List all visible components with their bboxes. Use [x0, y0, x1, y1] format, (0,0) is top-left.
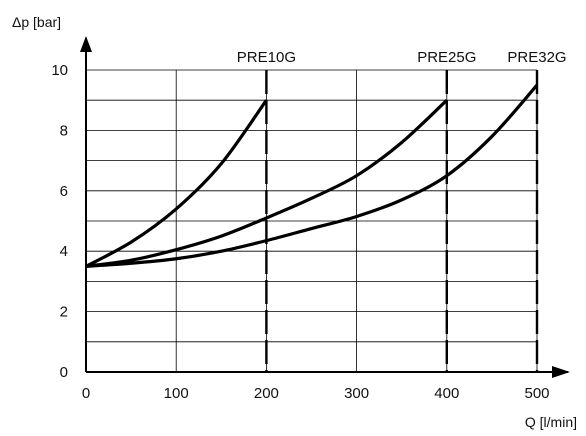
y-tick-label: 8	[60, 122, 68, 139]
y-axis-arrow	[80, 36, 92, 52]
y-tick-label: 0	[60, 364, 68, 381]
x-tick-label: 100	[164, 385, 189, 402]
x-tick-label: 300	[344, 385, 369, 402]
y-axis-title: Δp [bar]	[12, 14, 61, 30]
series-curves	[85, 84, 539, 268]
flow-limit-lines	[265, 70, 539, 372]
series-label: PRE10G	[237, 49, 296, 66]
series-label: PRE25G	[417, 49, 476, 66]
series-label: PRE32G	[507, 49, 566, 66]
x-axis-arrow	[552, 366, 570, 378]
x-tick-label: 0	[82, 385, 90, 402]
x-tick-label: 400	[434, 385, 459, 402]
x-axis-title: Q [l/min]	[525, 414, 577, 430]
y-tick-label: 6	[60, 183, 68, 200]
x-tick-label: 200	[254, 385, 279, 402]
series-curve	[85, 99, 448, 268]
y-tick-label: 4	[60, 243, 68, 260]
grid	[86, 69, 538, 372]
axes	[80, 36, 570, 378]
x-tick-label: 500	[524, 385, 549, 402]
tick-labels: PRE10G PRE25G PRE32G 0 100 200 300 400 500 0 2 4 6 8 1…	[51, 49, 566, 402]
y-tick-label: 10	[51, 62, 68, 79]
series-curve	[85, 99, 268, 268]
y-tick-label: 2	[60, 304, 68, 321]
series-curve	[85, 84, 539, 268]
